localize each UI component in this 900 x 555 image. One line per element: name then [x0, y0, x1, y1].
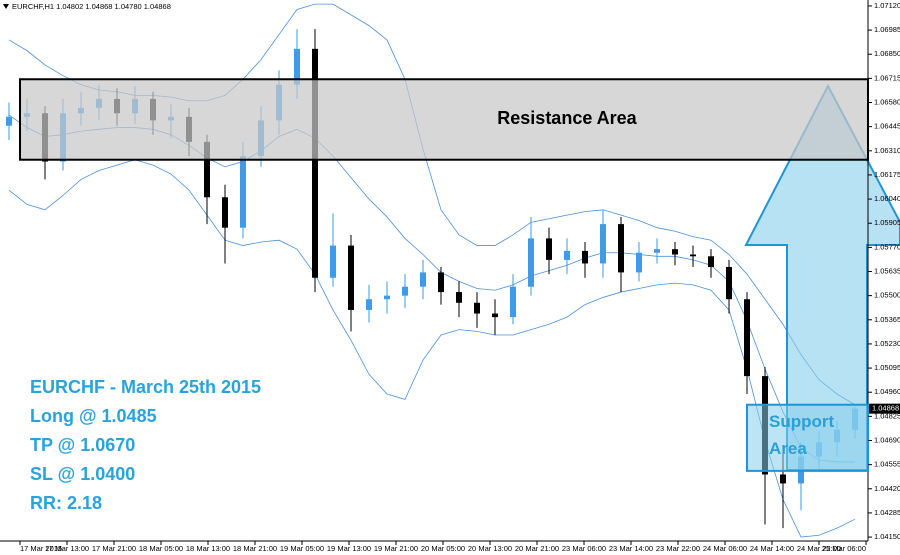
candle-body: [708, 256, 714, 268]
candle-body: [780, 474, 786, 484]
x-tick-label: 18 Mar 13:00: [186, 544, 230, 553]
candle-body: [654, 249, 660, 253]
y-tick-label: 1.04960: [874, 387, 900, 396]
candle-body: [636, 252, 642, 273]
candle-body: [6, 116, 12, 126]
x-tick-label: 19 Mar 13:00: [327, 544, 371, 553]
candle-body: [672, 249, 678, 255]
trade-note: Long @ 1.0485: [30, 406, 157, 426]
y-tick-label: 1.04420: [874, 484, 900, 493]
x-tick-label: 20 Mar 21:00: [515, 544, 559, 553]
x-tick-label: 17 Mar 13:00: [45, 544, 89, 553]
x-tick-label: 23 Mar 22:00: [656, 544, 700, 553]
y-tick-label: 1.06040: [874, 194, 900, 203]
y-tick-label: 1.05905: [874, 218, 900, 227]
support-zone: [746, 403, 869, 472]
x-tick-label: 17 Mar 21:00: [92, 544, 136, 553]
y-tick-label: 1.05095: [874, 363, 900, 372]
header-icon: [3, 4, 9, 9]
candle-body: [492, 313, 498, 318]
x-tick-label: 19 Mar 21:00: [374, 544, 418, 553]
candle-body: [366, 299, 372, 310]
candle-body: [726, 267, 732, 300]
candle-body: [312, 48, 318, 278]
candle-body: [582, 250, 588, 264]
candle-body: [384, 295, 390, 300]
candle-body: [744, 299, 750, 377]
x-tick-label: 20 Mar 05:00: [421, 544, 465, 553]
header: EURCHF,H1 1.04802 1.04868 1.04780 1.0486…: [12, 2, 171, 11]
y-tick-label: 1.05365: [874, 315, 900, 324]
y-tick-label: 1.05500: [874, 291, 900, 300]
y-tick-label: 1.06715: [874, 73, 900, 82]
y-tick-label: 1.04150: [874, 532, 900, 541]
y-tick-label: 1.06580: [874, 97, 900, 106]
y-tick-label: 1.05230: [874, 339, 900, 348]
trade-note: EURCHF - March 25th 2015: [30, 377, 261, 397]
x-tick-label: 25 Mar 06:00: [822, 544, 866, 553]
candle-body: [510, 286, 516, 318]
support-label: Area: [769, 439, 807, 458]
price-tag: [869, 403, 900, 414]
candle-body: [438, 272, 444, 293]
candle-body: [546, 238, 552, 260]
candle-body: [690, 254, 696, 257]
candle-body: [330, 245, 336, 278]
candle-body: [456, 292, 462, 303]
y-tick-label: 1.07120: [874, 1, 900, 10]
y-tick-label: 1.06445: [874, 122, 900, 131]
up-arrow: [744, 83, 900, 471]
resistance-zone: [19, 78, 869, 161]
y-tick-label: 1.04555: [874, 460, 900, 469]
x-tick-label: 23 Mar 14:00: [609, 544, 653, 553]
price-tag-label: 1.04868: [872, 404, 899, 413]
y-tick-label: 1.06850: [874, 49, 900, 58]
trade-note: TP @ 1.0670: [30, 435, 135, 455]
x-tick-label: 18 Mar 05:00: [139, 544, 183, 553]
candle-body: [528, 238, 534, 287]
x-tick-label: 23 Mar 06:00: [562, 544, 606, 553]
x-tick-label: 24 Mar 14:00: [750, 544, 794, 553]
candle-body: [240, 156, 246, 228]
y-tick-label: 1.05635: [874, 266, 900, 275]
band-lower: [8, 159, 856, 538]
candle-body: [420, 272, 426, 287]
trade-note: SL @ 1.0400: [30, 464, 135, 484]
candle-body: [222, 197, 228, 228]
y-tick-label: 1.06175: [874, 170, 900, 179]
x-tick-label: 19 Mar 05:00: [280, 544, 324, 553]
x-tick-label: 24 Mar 06:00: [703, 544, 747, 553]
candle-body: [402, 286, 408, 296]
candle-body: [474, 302, 480, 314]
candle-body: [294, 48, 300, 85]
support-label: Support: [769, 412, 834, 431]
y-tick-label: 1.05770: [874, 242, 900, 251]
x-tick-label: 18 Mar 21:00: [233, 544, 277, 553]
y-tick-label: 1.06310: [874, 146, 900, 155]
x-tick-label: 20 Mar 13:00: [468, 544, 512, 553]
y-tick-label: 1.04690: [874, 435, 900, 444]
trade-note: RR: 2.18: [30, 493, 102, 513]
candle-body: [600, 224, 606, 264]
candle-body: [564, 250, 570, 260]
y-tick-label: 1.04825: [874, 411, 900, 420]
candle-body: [618, 224, 624, 273]
y-tick-label: 1.04285: [874, 508, 900, 517]
resistance-label: Resistance Area: [497, 108, 637, 128]
candle-body: [204, 141, 210, 198]
x-tick-label: 24 Mar 22:00: [797, 544, 841, 553]
candle-body: [348, 245, 354, 310]
x-tick-label: 17 Mar 2015: [20, 544, 62, 553]
y-tick-label: 1.06985: [874, 25, 900, 34]
